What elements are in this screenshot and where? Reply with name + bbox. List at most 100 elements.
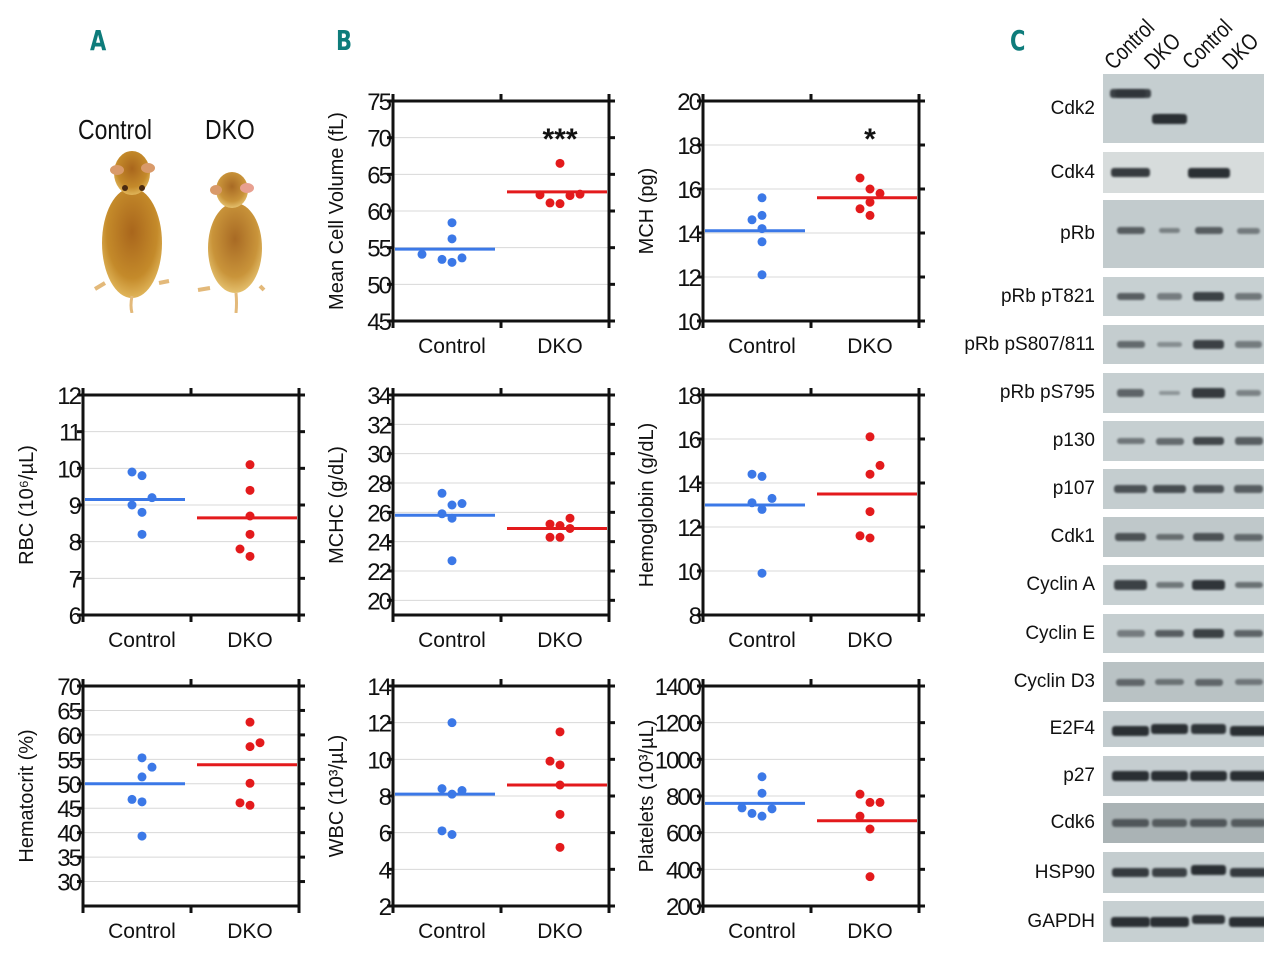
dko-data-point (565, 523, 575, 533)
dko-data-point (555, 727, 565, 737)
dko-data-point (245, 742, 255, 752)
plot-frame (701, 99, 921, 323)
dko-data-point (555, 780, 565, 790)
blot-image (1103, 517, 1264, 557)
y-tick-label: 70 (57, 674, 81, 701)
control-data-point (757, 210, 767, 220)
significance-annotation: * (864, 123, 876, 156)
y-tick-label: 14 (677, 471, 701, 498)
protein-band (1231, 819, 1264, 827)
dko-data-point (255, 738, 265, 748)
blot-image (1103, 614, 1264, 653)
dko-data-point (865, 197, 875, 207)
protein-band (1111, 916, 1150, 927)
x-tick-label: Control (108, 629, 176, 652)
control-data-point (437, 826, 447, 836)
panel-letter-a: A (90, 24, 107, 57)
protein-band (1112, 725, 1149, 736)
protein-band (1192, 628, 1225, 639)
protein-band (1152, 819, 1187, 827)
blot-row-label: p130 (1052, 430, 1095, 451)
blot-row-label: HSP90 (1034, 861, 1095, 883)
y-tick-label: 10 (677, 309, 701, 336)
y-tick-label: 34 (367, 383, 391, 410)
dko-data-point (865, 469, 875, 479)
dko-data-point (545, 198, 555, 208)
blot-row-label: Cyclin E (1025, 622, 1095, 644)
y-tick-label: 18 (677, 383, 701, 410)
control-data-point (437, 488, 447, 498)
blot-row: Cyclin E (930, 614, 1280, 653)
chart-mean-cell-volume: 45 50 55 60 65 70 75 Control DKO Mean Cell Volume… (326, 89, 615, 358)
blot-image (1103, 200, 1264, 268)
blot-row: p130 (930, 421, 1280, 461)
blot-row-label: Cyclin A (1026, 574, 1095, 595)
dko-data-point (575, 189, 585, 199)
blot-row: Cdk4 (930, 152, 1280, 193)
control-data-point (147, 762, 157, 772)
y-tick-label: 11 (59, 420, 82, 447)
dko-data-point (875, 188, 885, 198)
y-tick-label: 8 (689, 603, 702, 630)
protein-band (1159, 390, 1180, 396)
chart-platelets: 200 400 600 800 1000 1200 1400 Control DKO Platel… (636, 674, 925, 943)
dko-data-point (245, 529, 255, 539)
blot-image (1103, 373, 1264, 413)
y-tick-label: 45 (57, 796, 81, 823)
blot-row: pRb (930, 200, 1280, 268)
control-data-point (127, 794, 137, 804)
dko-data-point (235, 798, 245, 808)
y-tick-label: 8 (69, 530, 82, 557)
mouse-label-control: Control (78, 114, 153, 145)
x-tick-label: DKO (847, 629, 893, 652)
control-data-point (767, 804, 777, 814)
y-tick-label: 12 (57, 383, 81, 410)
dko-data-point (855, 811, 865, 821)
dko-data-point (865, 184, 875, 194)
protein-band (1116, 292, 1145, 301)
control-data-point (447, 218, 457, 228)
blot-row: Cdk1 (930, 517, 1280, 557)
protein-band (1191, 580, 1226, 590)
dko-data-point (545, 519, 555, 529)
y-tick-label: 10 (367, 747, 391, 774)
dko-data-point (555, 760, 565, 770)
dko-data-point (245, 485, 255, 495)
control-data-point (447, 789, 457, 799)
control-data-point (137, 471, 147, 481)
dko-data-point (875, 797, 885, 807)
x-tick-label: DKO (847, 335, 893, 358)
blot-row: HSP90 (930, 852, 1280, 893)
blot-image (1103, 421, 1264, 461)
protein-band (1192, 532, 1225, 542)
protein-band (1116, 630, 1145, 637)
blot-row: Cdk2 (930, 74, 1280, 143)
control-data-point (457, 499, 467, 509)
y-tick-label: 32 (367, 412, 391, 439)
y-tick-label: 26 (367, 500, 391, 527)
protein-band (1117, 389, 1144, 397)
dko-data-point (865, 797, 875, 807)
control-data-point (447, 830, 457, 839)
blot-image (1103, 711, 1264, 747)
x-tick-label: DKO (227, 920, 273, 943)
protein-band (1110, 88, 1151, 98)
dko-data-point (545, 532, 555, 542)
dko-data-point (555, 199, 565, 209)
control-data-point (757, 568, 767, 578)
protein-band (1194, 678, 1223, 686)
blot-row: Cdk6 (930, 803, 1280, 843)
y-tick-label: 20 (367, 588, 391, 615)
blot-row: GAPDH (930, 901, 1280, 942)
blot-row: Cyclin A (930, 565, 1280, 605)
control-data-point (447, 500, 457, 510)
protein-band (1152, 113, 1187, 124)
chart-mch: 10 12 14 16 18 20 Control DKO MCH (pg) * (636, 89, 925, 358)
protein-band (1191, 865, 1226, 876)
y-tick-label: 60 (367, 199, 391, 226)
dko-data-point (535, 190, 545, 200)
y-tick-label: 65 (367, 162, 391, 189)
control-data-point (747, 808, 757, 818)
blot-row-label: Cdk2 (1050, 97, 1095, 119)
x-tick-label: DKO (227, 629, 273, 652)
